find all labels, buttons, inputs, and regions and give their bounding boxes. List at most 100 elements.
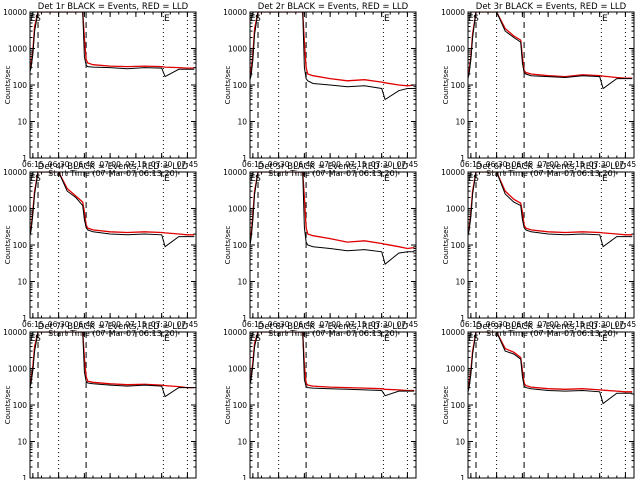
y-tick-label: 10000 [223,328,247,337]
series-line-events [30,332,195,398]
chart-title: Det 1r BLACK = Events, RED = LLD [38,2,189,12]
x-tick-label: 06:45 [74,160,96,169]
y-axis-label: Counts/sec [4,66,12,105]
marker-label: E [30,174,36,184]
x-tick-label: 07:45 [177,320,199,329]
x-tick-label: 06:30 [268,320,290,329]
x-tick-label: 07:15 [345,160,367,169]
x-tick-label: 06:30 [486,320,508,329]
marker-label: S [473,14,479,24]
y-tick-label: 1 [242,314,247,323]
y-tick-label: 10 [237,438,247,447]
y-tick-label: 10000 [3,8,27,17]
y-axis-label: Counts/sec [224,386,232,425]
marker-label: S [35,14,41,24]
x-tick-label: 07:45 [177,160,199,169]
y-tick-label: 1000 [446,365,465,374]
y-tick-label: 1000 [228,45,247,54]
series-line-events [468,332,633,405]
plot-frame [249,331,417,479]
plot-frame [467,11,635,159]
x-tick-label: 06:45 [74,320,96,329]
y-tick-label: 10000 [441,168,465,177]
y-axis-label: Counts/sec [224,66,232,105]
series-line-events [30,12,195,78]
x-tick-label: 06:15 [460,160,482,169]
series-line-events [250,332,415,397]
x-tick-label: 06:15 [22,320,44,329]
chart-title: Det 8r BLACK = Events, RED = LLD [258,322,409,332]
marker-label: E [250,174,256,184]
marker-label: E [250,14,256,24]
x-axis-label: Start Time (07-Mar-07 06:13:20) [48,169,178,178]
x-tick-label: 07:30 [589,160,611,169]
x-tick-label: 06:15 [242,160,264,169]
marker-label: E [468,14,474,24]
chart-title: Det 3r BLACK = Events, RED = LLD [476,2,627,12]
series-line-events [468,12,633,90]
marker-label: S [473,334,479,344]
x-tick-label: 07:15 [345,320,367,329]
y-tick-label: 10000 [3,168,27,177]
marker-label: E [164,14,170,24]
marker-label: S [255,174,261,184]
x-axis-label: Start Time (07-Mar-07 06:13:20) [268,329,398,338]
y-tick-label: 1000 [8,45,27,54]
y-tick-label: 1 [242,474,247,480]
y-tick-label: 1000 [228,205,247,214]
y-tick-label: 1 [460,154,465,163]
y-tick-label: 1 [242,154,247,163]
y-tick-label: 1000 [228,365,247,374]
x-tick-label: 07:45 [397,160,419,169]
y-tick-label: 100 [233,81,248,90]
y-axis-label: Counts/sec [224,226,232,265]
x-tick-label: 07:45 [615,160,637,169]
x-tick-label: 07:30 [151,320,173,329]
marker-label: E [30,334,36,344]
y-tick-label: 100 [233,401,248,410]
marker-label: E [164,174,170,184]
x-tick-label: 07:15 [563,160,585,169]
marker-label: E [30,14,36,24]
chart-title: Det 2r BLACK = Events, RED = LLD [258,2,409,12]
marker-label: E [384,174,390,184]
x-tick-label: 06:15 [242,320,264,329]
x-tick-label: 06:15 [22,160,44,169]
x-axis-label: Start Time (07-Mar-07 06:13:20) [268,169,398,178]
x-tick-label: 06:45 [294,320,316,329]
y-tick-label: 1 [460,314,465,323]
y-tick-label: 1000 [446,45,465,54]
x-tick-label: 07:30 [371,160,393,169]
y-tick-label: 100 [451,81,466,90]
y-tick-label: 10 [455,438,465,447]
y-tick-label: 100 [13,241,28,250]
y-tick-label: 10000 [441,328,465,337]
y-tick-label: 1 [22,314,27,323]
x-tick-label: 07:00 [319,160,341,169]
marker-label: S [35,334,41,344]
series-line-events [250,12,415,101]
y-tick-label: 1 [460,474,465,480]
y-tick-label: 10000 [3,328,27,337]
marker-label: E [468,174,474,184]
marker-label: E [384,14,390,24]
series-line-events [250,172,415,265]
x-axis-label: Start Time (07-Mar-07 06:13:20) [48,329,178,338]
x-tick-label: 07:15 [125,320,147,329]
y-tick-label: 10 [455,278,465,287]
y-tick-label: 10 [17,278,27,287]
y-tick-label: 10000 [223,8,247,17]
marker-label: S [255,334,261,344]
x-tick-label: 07:30 [371,320,393,329]
x-tick-label: 06:30 [48,320,70,329]
y-tick-label: 100 [451,401,466,410]
marker-label: S [35,174,41,184]
y-tick-label: 1 [22,154,27,163]
